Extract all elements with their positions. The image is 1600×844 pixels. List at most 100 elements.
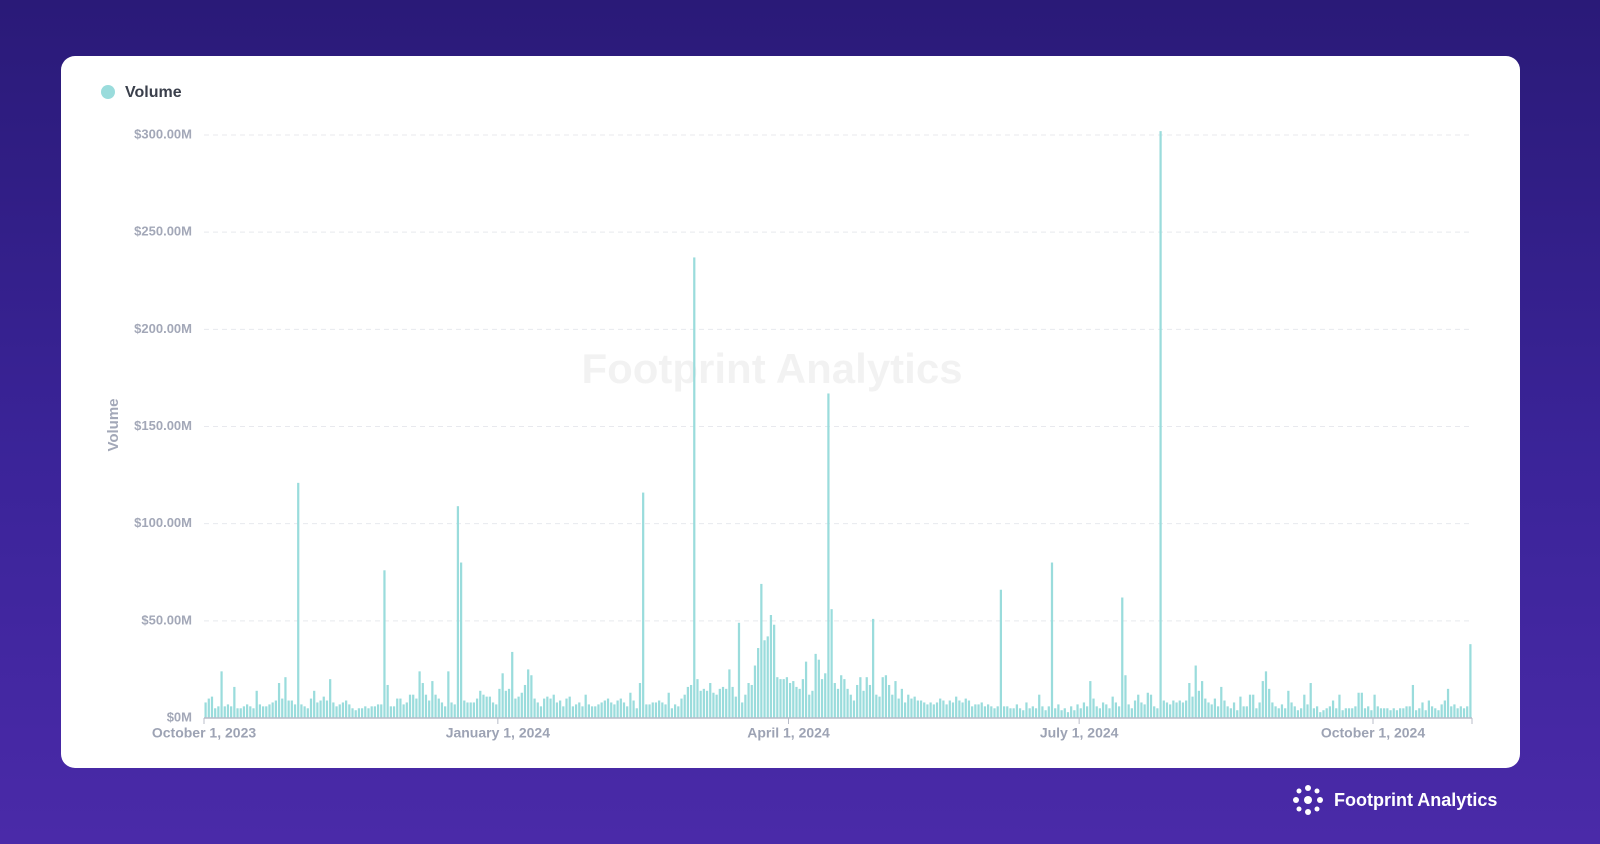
bar [325,700,329,718]
bar [616,700,619,718]
bar [1191,696,1194,718]
bar [955,696,958,718]
bar [1114,702,1117,718]
bar [1149,694,1153,718]
bar [916,700,919,718]
bar [1319,712,1322,718]
bar [1357,692,1360,718]
bar [380,704,383,718]
bar [214,708,217,718]
bar [1185,700,1188,718]
bar [919,700,923,718]
bar [990,706,993,718]
bar [440,702,444,718]
bar [1216,706,1220,718]
bar [1089,681,1092,718]
bar [517,696,520,718]
bar [1242,706,1245,718]
bar [277,683,281,718]
bar [887,684,891,718]
bar [1296,710,1300,718]
bar [1194,665,1197,718]
bar [1418,708,1421,718]
bar [788,683,792,718]
bar [1117,706,1121,718]
bar [1245,706,1248,718]
bar [1466,706,1469,718]
bar [408,694,412,718]
bar [1038,694,1041,718]
bar [597,704,600,718]
bar [242,706,246,718]
bar [431,681,434,718]
bar [785,677,789,718]
bar [482,694,485,718]
bar [405,702,408,718]
bar [533,698,536,718]
bar [1034,708,1038,718]
bar [370,706,373,718]
bar [1169,704,1172,718]
bar [1111,696,1114,718]
bar [651,702,654,718]
bar [900,688,903,718]
bar [316,702,319,718]
bar [584,694,587,718]
x-tick-label: April 1, 2024 [747,725,830,741]
bar [293,704,297,718]
bar [1370,710,1373,718]
bar [1025,702,1028,718]
bar [830,609,833,718]
bar [1153,706,1156,718]
bar [820,679,824,718]
bar [367,708,370,718]
bar [456,506,460,718]
bar [463,700,466,718]
bar [274,700,277,718]
bar [501,673,504,718]
bar [268,704,271,718]
bar [808,694,811,718]
bar [1405,706,1408,718]
bar [514,698,517,718]
bar [776,677,779,718]
bar [1140,702,1143,718]
bar [1178,700,1181,718]
bar [392,706,396,718]
bar [1354,706,1357,718]
bar [1363,708,1367,718]
bar [357,708,361,718]
bar [654,702,658,718]
bar [926,704,929,718]
bar [1367,706,1370,718]
bar [1312,708,1316,718]
bar [360,708,364,718]
bar [421,683,424,718]
bar [1446,688,1450,718]
bar [1402,708,1405,718]
bar [1143,704,1146,718]
bar [1239,696,1242,718]
bar [648,704,651,718]
legend-label: Volume [125,84,182,101]
bar [1360,692,1363,718]
bar [1223,700,1226,718]
bar [693,257,696,718]
bar [249,706,252,718]
bar [961,702,964,718]
bar [1386,708,1389,718]
x-tick-label: October 1, 2024 [1321,725,1425,741]
bar [1101,702,1105,718]
bar [1248,694,1252,718]
bar [1280,704,1284,718]
bar [980,702,983,718]
bar [824,673,827,718]
bar [910,698,913,718]
bar [760,583,763,718]
bar [1092,698,1095,718]
bar [798,688,801,718]
bar [763,640,766,718]
bar [721,686,725,718]
